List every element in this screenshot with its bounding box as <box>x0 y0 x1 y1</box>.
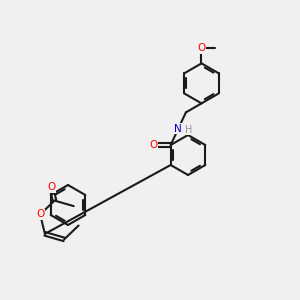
Text: O: O <box>197 44 206 53</box>
Text: O: O <box>150 140 158 150</box>
Text: H: H <box>185 125 193 135</box>
Text: O: O <box>47 182 55 192</box>
Text: O: O <box>36 209 44 220</box>
Text: N: N <box>174 124 182 134</box>
